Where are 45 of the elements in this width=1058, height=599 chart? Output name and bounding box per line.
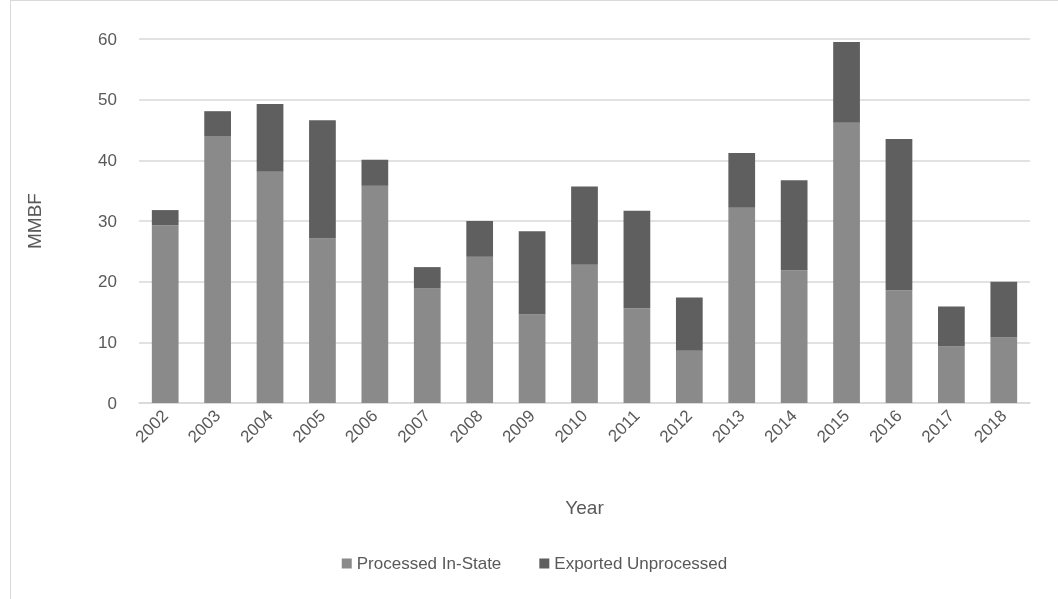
y-axis-title: MMBF — [24, 193, 45, 249]
bar — [571, 264, 598, 403]
bar — [990, 281, 1018, 338]
bar — [151, 210, 179, 226]
bar — [309, 238, 336, 403]
bar — [466, 221, 494, 257]
bar — [151, 225, 179, 403]
y-tick-label: 50 — [98, 90, 117, 110]
bar — [256, 171, 284, 403]
bar — [728, 207, 756, 403]
y-tick-label: 10 — [98, 332, 117, 352]
bar — [833, 122, 860, 403]
legend-label: Processed In-State — [356, 554, 502, 573]
bar — [571, 186, 598, 265]
bar — [256, 103, 284, 172]
bar — [990, 337, 1018, 403]
y-tick-label: 30 — [98, 211, 117, 231]
x-axis-title: Year — [565, 497, 605, 518]
bar — [728, 153, 756, 208]
bar — [938, 346, 965, 403]
bar — [518, 231, 546, 315]
bar — [204, 136, 231, 403]
y-tick-label: 40 — [98, 150, 117, 170]
bar — [413, 288, 441, 403]
legend-label: Exported Unprocessed — [554, 554, 728, 573]
bar — [466, 256, 494, 403]
bar — [204, 111, 231, 137]
bar — [361, 159, 389, 186]
bar — [780, 180, 808, 271]
y-tick-label: 20 — [98, 272, 117, 292]
bar — [623, 308, 651, 403]
bar — [885, 139, 913, 291]
bar — [833, 42, 860, 123]
bar — [413, 267, 441, 289]
y-tick-label: 60 — [98, 29, 117, 49]
y-tick-label: 0 — [107, 393, 117, 413]
bar — [780, 270, 808, 403]
bar — [518, 314, 546, 403]
bar — [675, 297, 703, 351]
bar — [675, 350, 703, 403]
bar — [885, 290, 913, 403]
bar — [361, 185, 389, 403]
bar — [938, 306, 965, 347]
bar — [623, 210, 651, 309]
bar — [309, 120, 336, 239]
